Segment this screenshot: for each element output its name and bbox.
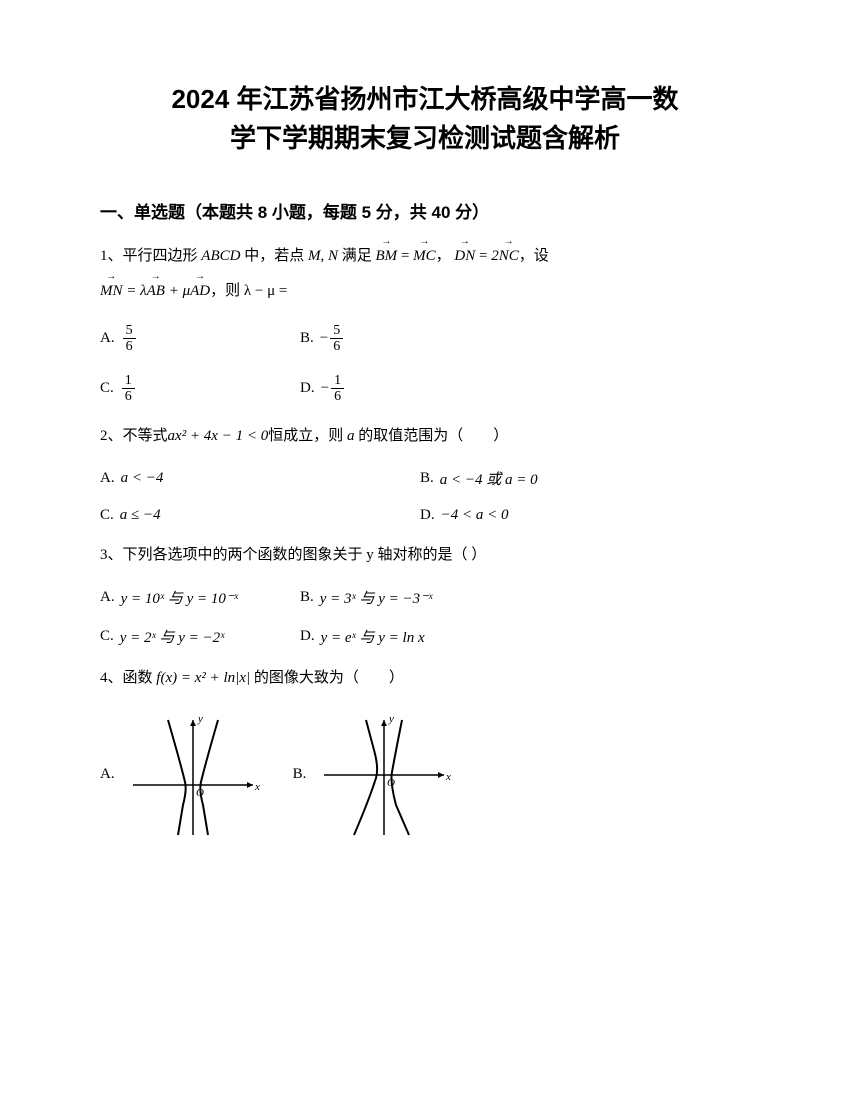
q1-vec-mc: MC bbox=[413, 243, 436, 270]
q1-vec-ab: AB bbox=[147, 278, 165, 305]
q4-text-suffix: 的图像大致为（ ） bbox=[250, 670, 404, 686]
q4-label-a: A. bbox=[100, 766, 115, 783]
q2-option-d: D.−4 < a < 0 bbox=[420, 507, 620, 524]
question-4: 4、函数 f(x) = x² + ln|x| 的图像大致为（ ） bbox=[100, 665, 750, 692]
q3-option-a: A.y = 10ˣ 与 y = 10⁻ˣ bbox=[100, 587, 300, 608]
q1-option-b: B. − 56 bbox=[300, 323, 500, 355]
q1-optC-frac: 16 bbox=[122, 373, 135, 405]
q1-vec-mn: MN bbox=[100, 278, 123, 305]
q2-text-prefix: 不等式 bbox=[123, 428, 168, 444]
q2-options-row-2: C.a ≤ −4 D.−4 < a < 0 bbox=[100, 507, 750, 524]
q1-text-mid: 中，若点 bbox=[240, 248, 308, 264]
q1-plus: + μ bbox=[165, 283, 190, 299]
y-label: y bbox=[197, 713, 203, 725]
option-label-d: D. bbox=[300, 380, 315, 397]
x-arrow-icon bbox=[247, 782, 253, 788]
q4-label-b: B. bbox=[293, 766, 307, 783]
q2-options-row-1: A.a < −4 B.a < −4 或 a = 0 bbox=[100, 468, 750, 489]
q1-optD-sign: − bbox=[321, 380, 329, 397]
y-arrow-icon bbox=[190, 720, 196, 726]
option-label-a: A. bbox=[100, 330, 115, 347]
q1-text-prefix: 平行四边形 bbox=[123, 248, 202, 264]
q2-number: 2、 bbox=[100, 428, 123, 444]
q4-graph-row: A. x y O B. x y O bbox=[100, 710, 750, 840]
q2-option-c: C.a ≤ −4 bbox=[100, 507, 420, 524]
curve-left bbox=[168, 720, 186, 835]
option-label-c: C. bbox=[100, 380, 114, 397]
y-label: y bbox=[388, 713, 394, 725]
q2-text-mid: 恒成立，则 bbox=[268, 428, 347, 444]
title-line-1: 2024 年江苏省扬州市江大桥高级中学高一数 bbox=[100, 80, 750, 119]
x-arrow-icon bbox=[438, 772, 444, 778]
q1-number: 1、 bbox=[100, 248, 123, 264]
q1-optA-frac: 56 bbox=[123, 323, 136, 355]
q2-expr: ax² + 4x − 1 < 0 bbox=[168, 428, 269, 444]
q1-text-suffix: ，设 bbox=[519, 248, 549, 264]
q1-option-c: C. 16 bbox=[100, 373, 300, 405]
q1-optB-sign: − bbox=[320, 330, 328, 347]
q1-vec-nc: NC bbox=[499, 243, 519, 270]
q4-func: f(x) = x² + ln|x| bbox=[156, 670, 250, 686]
q1-points: M, N bbox=[308, 248, 338, 264]
q4-text-prefix: 函数 bbox=[123, 670, 157, 686]
section-1-header: 一、单选题（本题共 8 小题，每题 5 分，共 40 分） bbox=[100, 198, 750, 223]
q3-options-row-2: C.y = 2ˣ 与 y = −2ˣ D.y = eˣ 与 y = ln x bbox=[100, 626, 750, 647]
question-1: 1、平行四边形 ABCD 中，若点 M, N 满足 BM = MC， DN = … bbox=[100, 243, 750, 305]
q1-option-d: D. − 16 bbox=[300, 373, 500, 405]
document-title: 2024 年江苏省扬州市江大桥高级中学高一数 学下学期期末复习检测试题含解析 bbox=[100, 80, 750, 158]
title-line-2: 学下学期期末复习检测试题含解析 bbox=[100, 119, 750, 158]
q3-number: 3、 bbox=[100, 547, 123, 563]
q4-graph-b: B. x y O bbox=[293, 710, 455, 840]
curve-left bbox=[354, 720, 377, 835]
q1-vec-bm: BM bbox=[375, 243, 397, 270]
q3-option-b: B.y = 3ˣ 与 y = −3⁻ˣ bbox=[300, 587, 500, 608]
q4-graph-a: A. x y O bbox=[100, 710, 263, 840]
question-3: 3、下列各选项中的两个函数的图象关于 y 轴对称的是（ ） bbox=[100, 542, 750, 569]
q2-option-a: A.a < −4 bbox=[100, 468, 420, 489]
graph-b-svg: x y O bbox=[314, 710, 454, 840]
q1-then: ，则 λ − μ = bbox=[210, 283, 287, 299]
x-label: x bbox=[254, 781, 260, 793]
x-label: x bbox=[445, 771, 451, 783]
question-2: 2、不等式ax² + 4x − 1 < 0恒成立，则 a 的取值范围为（ ） bbox=[100, 423, 750, 450]
q3-options-row-1: A.y = 10ˣ 与 y = 10⁻ˣ B.y = 3ˣ 与 y = −3⁻ˣ bbox=[100, 587, 750, 608]
graph-a-svg: x y O bbox=[123, 710, 263, 840]
q1-options-row-1: A. 56 B. − 56 bbox=[100, 323, 750, 355]
q1-options-row-2: C. 16 D. − 16 bbox=[100, 373, 750, 405]
q1-shape: ABCD bbox=[201, 248, 240, 264]
q3-option-d: D.y = eˣ 与 y = ln x bbox=[300, 626, 500, 647]
q3-text: 下列各选项中的两个函数的图象关于 y 轴对称的是（ ） bbox=[123, 547, 487, 563]
q4-number: 4、 bbox=[100, 670, 123, 686]
q1-vec-dn: DN bbox=[454, 243, 475, 270]
q1-text-cond: 满足 bbox=[338, 248, 372, 264]
curve-right bbox=[200, 720, 218, 835]
q2-option-b: B.a < −4 或 a = 0 bbox=[420, 468, 620, 489]
q1-coef: 2 bbox=[491, 248, 499, 264]
q1-option-a: A. 56 bbox=[100, 323, 300, 355]
q1-optD-frac: 16 bbox=[331, 373, 344, 405]
q1-vec-ad: AD bbox=[190, 278, 210, 305]
q1-eq: = λ bbox=[123, 283, 147, 299]
option-label-b: B. bbox=[300, 330, 314, 347]
q3-option-c: C.y = 2ˣ 与 y = −2ˣ bbox=[100, 626, 300, 647]
q1-line2: MN = λAB + μAD，则 λ − μ = bbox=[100, 278, 750, 305]
q2-text-suffix: 的取值范围为（ ） bbox=[354, 428, 508, 444]
y-arrow-icon bbox=[381, 720, 387, 726]
q1-optB-frac: 56 bbox=[330, 323, 343, 355]
